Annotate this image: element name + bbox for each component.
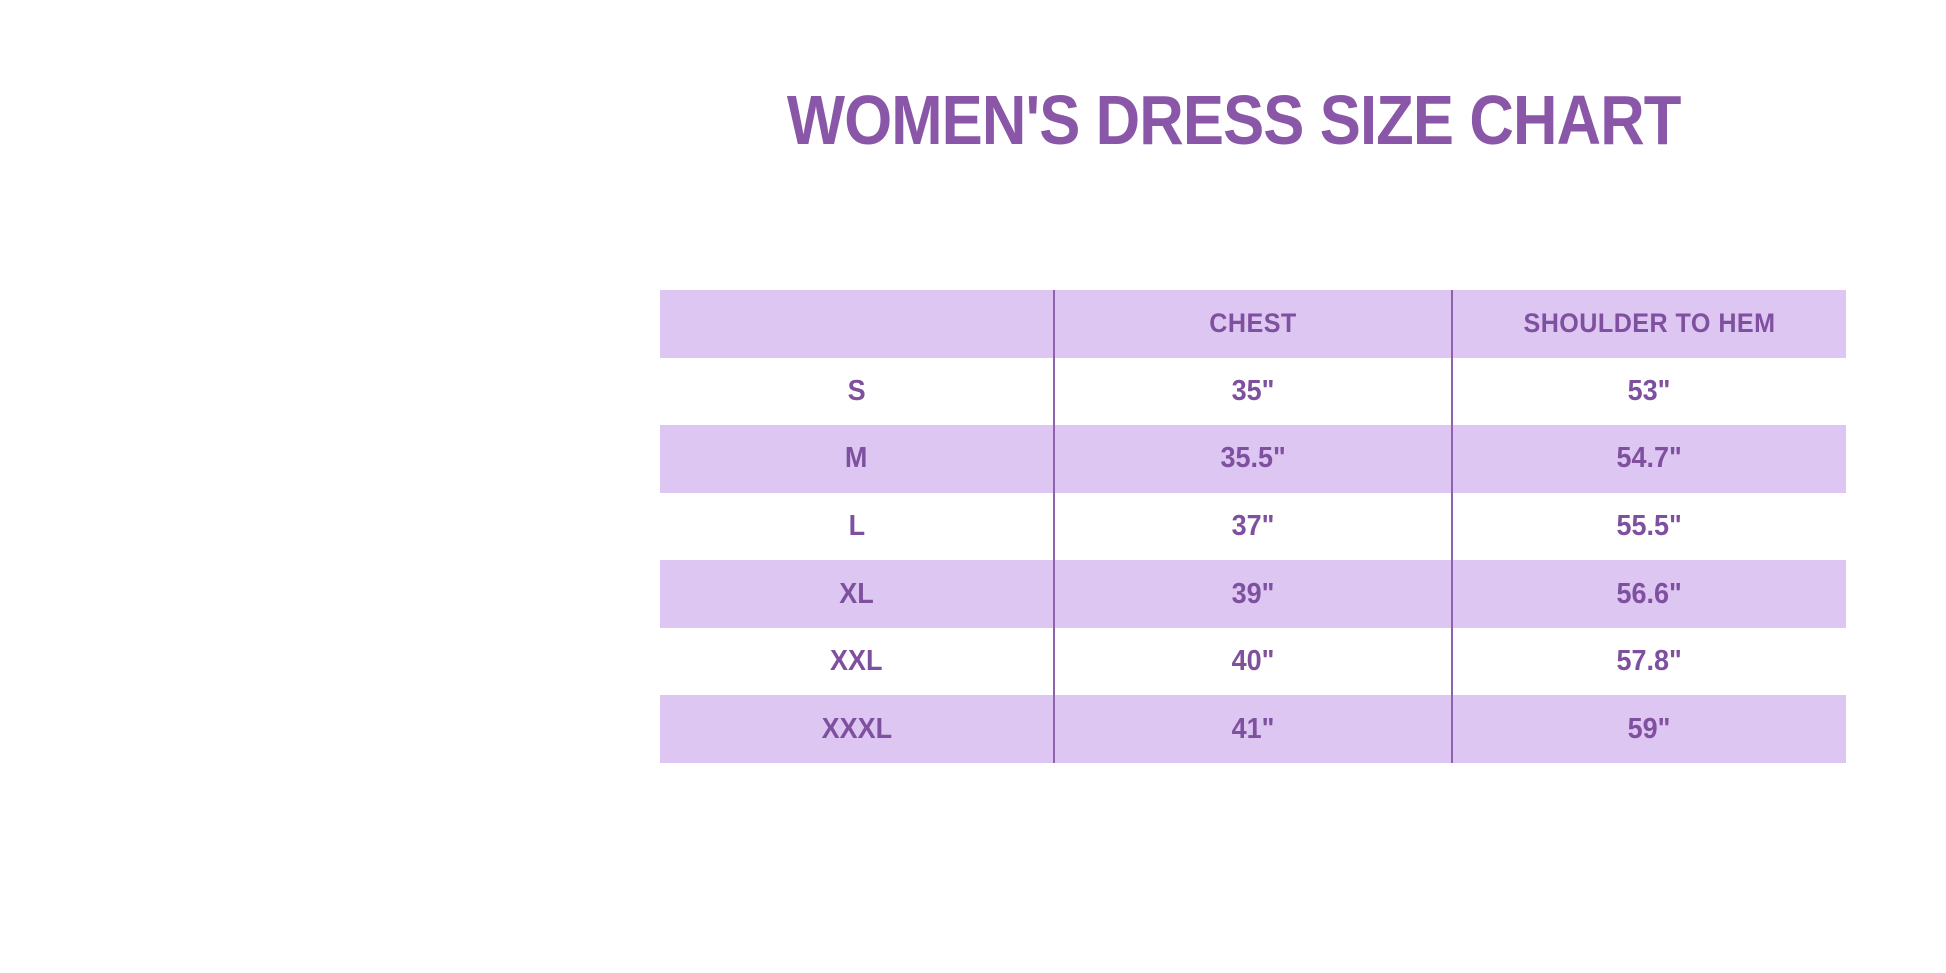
size-label: S bbox=[847, 374, 866, 407]
table-row-xxxl: XXXL 41" 59" bbox=[660, 695, 1846, 763]
size-label: M bbox=[845, 442, 868, 475]
page-title-text: WOMEN'S DRESS SIZE CHART bbox=[786, 81, 1682, 159]
shoulder-to-hem-cell: 57.8" bbox=[1451, 627, 1846, 696]
size-cell: XXL bbox=[660, 628, 1053, 696]
chest-value: 39" bbox=[1231, 577, 1275, 610]
size-label: XL bbox=[839, 577, 874, 610]
size-chart-table: CHEST SHOULDER TO HEM S 35" 53" M 35.5" bbox=[660, 290, 1846, 763]
column-header-chest: CHEST bbox=[1053, 290, 1451, 358]
table-row-m: M 35.5" 54.7" bbox=[660, 425, 1846, 493]
table-row-xl: XL 39" 56.6" bbox=[660, 560, 1846, 628]
column-header-shoulder-to-hem: SHOULDER TO HEM bbox=[1451, 290, 1846, 358]
size-cell: XL bbox=[660, 560, 1053, 628]
chest-value: 35.5" bbox=[1220, 442, 1286, 475]
shoulder-to-hem-cell: 54.7" bbox=[1451, 425, 1846, 493]
size-cell: L bbox=[660, 493, 1053, 561]
shoulder-to-hem-value: 53" bbox=[1628, 374, 1671, 407]
chest-cell: 35.5" bbox=[1053, 425, 1451, 493]
size-label: L bbox=[848, 509, 865, 542]
shoulder-to-hem-cell: 53" bbox=[1451, 357, 1846, 426]
chest-cell: 41" bbox=[1053, 695, 1451, 763]
chest-cell: 40" bbox=[1053, 627, 1451, 696]
chest-value: 35" bbox=[1231, 374, 1275, 407]
shoulder-to-hem-value: 57.8" bbox=[1616, 645, 1683, 678]
chest-cell: 39" bbox=[1053, 560, 1451, 628]
page-title: WOMEN'S DRESS SIZE CHART bbox=[726, 78, 1682, 162]
size-label: XXL bbox=[830, 645, 883, 678]
table-row-l: L 37" 55.5" bbox=[660, 492, 1846, 561]
table-header-row: CHEST SHOULDER TO HEM bbox=[660, 290, 1846, 358]
size-cell: M bbox=[660, 425, 1053, 493]
chest-value: 37" bbox=[1231, 509, 1275, 542]
shoulder-to-hem-value: 56.6" bbox=[1616, 577, 1683, 610]
shoulder-to-hem-value: 55.5" bbox=[1616, 509, 1683, 542]
chest-value: 41" bbox=[1231, 712, 1275, 745]
chest-value: 40" bbox=[1231, 645, 1275, 678]
column-header-chest-label: CHEST bbox=[1209, 308, 1297, 339]
shoulder-to-hem-cell: 56.6" bbox=[1451, 560, 1846, 628]
table-row-s: S 35" 53" bbox=[660, 357, 1846, 426]
shoulder-to-hem-value: 54.7" bbox=[1616, 442, 1683, 475]
shoulder-to-hem-cell: 59" bbox=[1451, 695, 1846, 763]
size-cell: S bbox=[660, 358, 1053, 426]
shoulder-to-hem-value: 59" bbox=[1628, 712, 1671, 745]
shoulder-to-hem-cell: 55.5" bbox=[1451, 492, 1846, 561]
chest-cell: 37" bbox=[1053, 492, 1451, 561]
column-header-shoulder-to-hem-label: SHOULDER TO HEM bbox=[1523, 308, 1776, 339]
column-header-size bbox=[660, 290, 1053, 358]
chest-cell: 35" bbox=[1053, 357, 1451, 426]
table-row-xxl: XXL 40" 57.8" bbox=[660, 627, 1846, 696]
size-label: XXXL bbox=[821, 712, 892, 745]
size-cell: XXXL bbox=[660, 695, 1053, 763]
